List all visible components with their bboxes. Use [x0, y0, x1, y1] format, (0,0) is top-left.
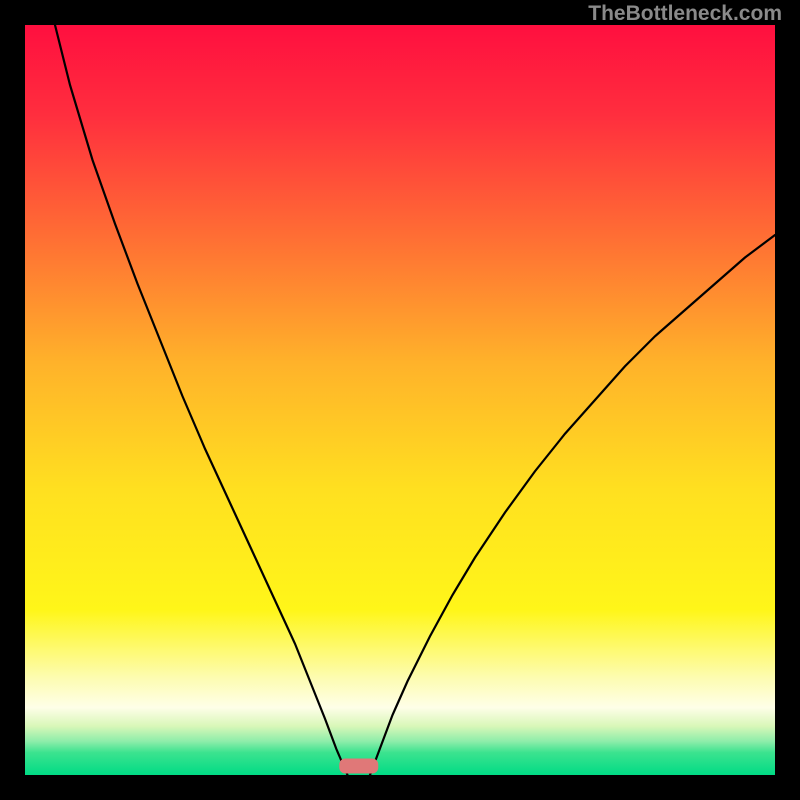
- chart-container: TheBottleneck.com: [0, 0, 800, 800]
- watermark-text: TheBottleneck.com: [588, 2, 782, 26]
- optimal-range-marker: [339, 759, 378, 774]
- bottleneck-chart: [0, 0, 800, 800]
- optimal-marker: [339, 759, 378, 774]
- plot-gradient-background: [25, 25, 775, 775]
